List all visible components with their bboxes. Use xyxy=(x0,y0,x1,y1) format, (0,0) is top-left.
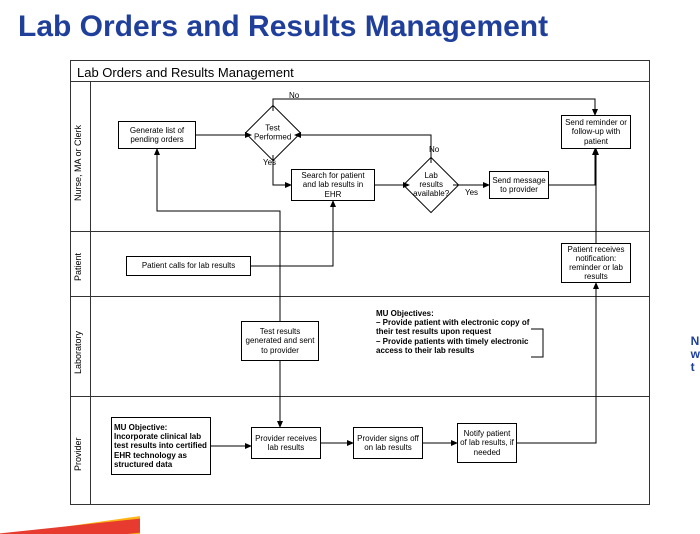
slide-accent xyxy=(0,494,140,534)
arrows-layer xyxy=(71,61,649,504)
cutoff-text: Nwt xyxy=(691,335,700,375)
slide: Lab Orders and Results Management Lab Or… xyxy=(0,0,700,534)
swimlane-diagram: Lab Orders and Results Management Nurse,… xyxy=(70,60,650,505)
slide-title: Lab Orders and Results Management xyxy=(18,10,548,44)
